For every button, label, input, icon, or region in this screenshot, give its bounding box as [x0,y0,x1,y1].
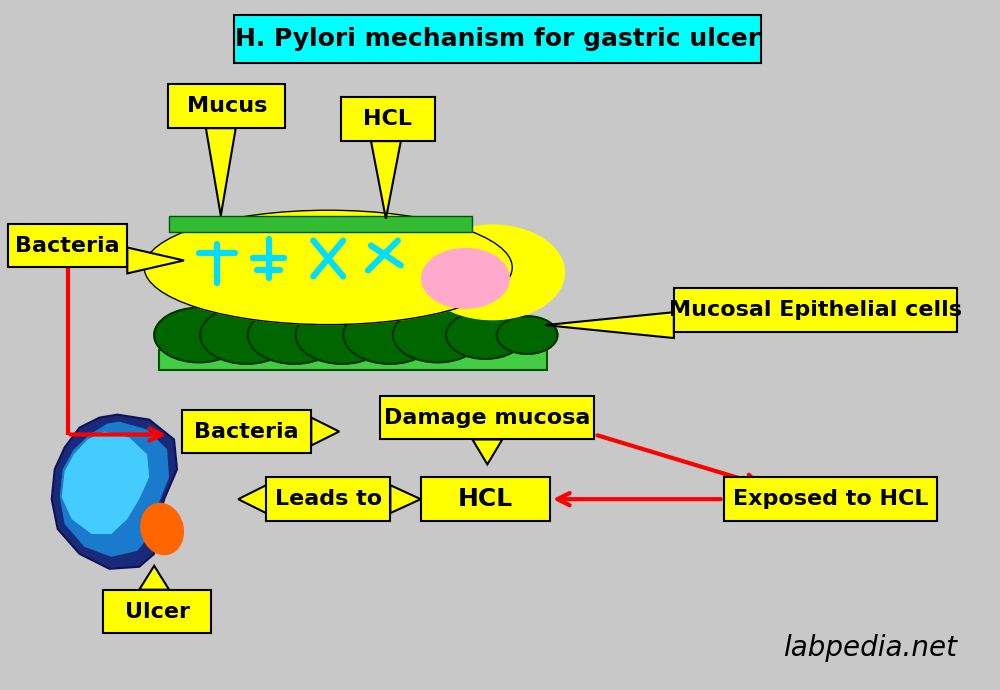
Ellipse shape [446,311,525,359]
Text: H. Pylori mechanism for gastric ulcer: H. Pylori mechanism for gastric ulcer [235,27,760,50]
Polygon shape [139,566,169,590]
Ellipse shape [343,306,436,364]
Polygon shape [371,141,401,219]
Text: HCL: HCL [458,487,513,511]
FancyBboxPatch shape [168,84,285,128]
Text: Ulcer: Ulcer [125,602,190,622]
FancyBboxPatch shape [266,477,390,521]
FancyBboxPatch shape [182,410,311,453]
Ellipse shape [393,308,482,362]
Ellipse shape [497,316,558,354]
Text: Exposed to HCL: Exposed to HCL [733,489,928,509]
FancyBboxPatch shape [724,477,937,521]
Ellipse shape [144,210,512,324]
Ellipse shape [141,504,183,555]
FancyBboxPatch shape [341,97,435,141]
Text: Damage mucosa: Damage mucosa [384,408,591,428]
FancyBboxPatch shape [380,396,594,440]
Text: HCL: HCL [363,109,412,129]
FancyBboxPatch shape [8,224,127,268]
Text: Leads to: Leads to [275,489,382,509]
Text: Bacteria: Bacteria [194,422,299,442]
Polygon shape [60,422,169,557]
FancyBboxPatch shape [234,14,761,63]
Ellipse shape [154,308,244,362]
Ellipse shape [248,306,341,364]
Polygon shape [52,415,177,569]
FancyBboxPatch shape [103,590,211,633]
Ellipse shape [296,306,389,364]
Polygon shape [311,417,339,446]
Polygon shape [206,128,236,216]
Ellipse shape [420,225,564,319]
Text: Mucosal Epithelial cells: Mucosal Epithelial cells [669,300,962,320]
Polygon shape [127,248,184,273]
FancyBboxPatch shape [674,288,957,332]
Ellipse shape [422,248,509,308]
Polygon shape [472,440,502,464]
Text: Bacteria: Bacteria [15,235,120,255]
Ellipse shape [200,306,293,364]
Polygon shape [545,312,674,338]
Polygon shape [238,485,266,513]
Text: Mucus: Mucus [187,97,267,117]
FancyBboxPatch shape [421,477,550,521]
FancyBboxPatch shape [159,350,547,370]
Text: labpedia.net: labpedia.net [783,634,957,662]
FancyBboxPatch shape [169,216,472,232]
Polygon shape [62,431,149,534]
Polygon shape [390,485,421,513]
